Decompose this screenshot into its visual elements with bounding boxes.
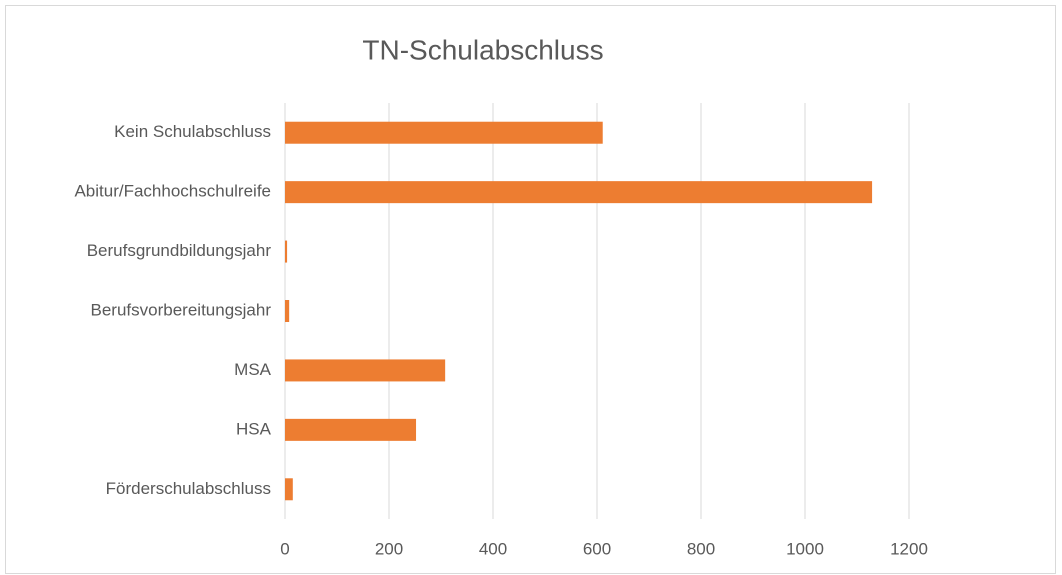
chart-title: TN-Schulabschluss xyxy=(362,34,603,65)
bar xyxy=(285,359,446,382)
bar xyxy=(285,300,290,322)
x-tick-label: 200 xyxy=(375,539,403,558)
x-tick-label: 0 xyxy=(280,539,289,558)
bar xyxy=(285,121,603,144)
y-tick-label: Kein Schulabschluss xyxy=(114,122,271,141)
x-tick-label: 1200 xyxy=(890,539,928,558)
bar xyxy=(285,478,293,501)
y-tick-label: Berufsgrundbildungsjahr xyxy=(87,241,272,260)
y-tick-label: Berufsvorbereitungsjahr xyxy=(91,300,272,319)
x-tick-label: 600 xyxy=(583,539,611,558)
chart-border xyxy=(5,5,1056,574)
bar xyxy=(285,181,873,204)
y-tick-label: Förderschulabschluss xyxy=(106,479,271,498)
x-tick-label: 1000 xyxy=(786,539,824,558)
y-tick-label: Abitur/Fachhochschulreife xyxy=(74,182,271,201)
x-tick-label: 800 xyxy=(687,539,715,558)
y-tick-label: MSA xyxy=(234,360,272,379)
x-tick-label: 400 xyxy=(479,539,507,558)
y-tick-label: HSA xyxy=(236,419,272,438)
bar xyxy=(285,418,417,441)
bar xyxy=(285,240,288,263)
